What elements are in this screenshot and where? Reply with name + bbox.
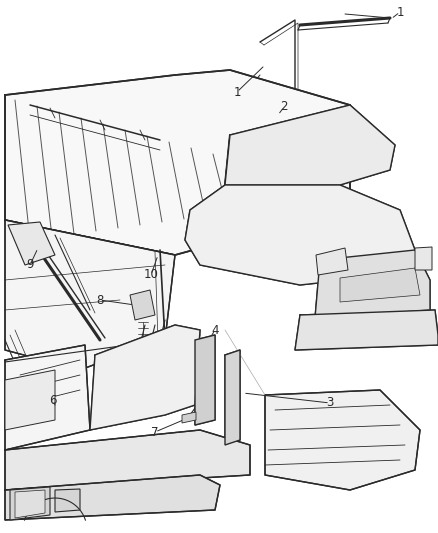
Polygon shape bbox=[182, 412, 196, 423]
Text: 3: 3 bbox=[326, 397, 334, 409]
Polygon shape bbox=[90, 325, 200, 430]
Polygon shape bbox=[185, 185, 415, 285]
Polygon shape bbox=[265, 390, 420, 490]
Polygon shape bbox=[295, 310, 438, 350]
Polygon shape bbox=[15, 490, 45, 518]
Polygon shape bbox=[225, 350, 240, 445]
Polygon shape bbox=[55, 489, 80, 512]
Polygon shape bbox=[130, 290, 155, 320]
Polygon shape bbox=[5, 345, 90, 450]
Text: 9: 9 bbox=[26, 259, 34, 271]
Polygon shape bbox=[225, 105, 395, 185]
Text: 7: 7 bbox=[151, 425, 159, 439]
Polygon shape bbox=[5, 370, 55, 430]
Polygon shape bbox=[8, 222, 55, 265]
Text: 8: 8 bbox=[96, 294, 104, 306]
Polygon shape bbox=[316, 248, 348, 275]
Text: 2: 2 bbox=[280, 101, 288, 114]
Polygon shape bbox=[340, 268, 420, 302]
Polygon shape bbox=[5, 220, 175, 370]
Text: 4: 4 bbox=[211, 324, 219, 336]
Text: 6: 6 bbox=[49, 393, 57, 407]
Text: 10: 10 bbox=[144, 269, 159, 281]
Polygon shape bbox=[5, 475, 220, 520]
Text: 1: 1 bbox=[233, 85, 241, 99]
Polygon shape bbox=[5, 430, 250, 490]
Polygon shape bbox=[10, 487, 50, 520]
Polygon shape bbox=[195, 335, 215, 425]
Polygon shape bbox=[5, 70, 350, 255]
Text: 1: 1 bbox=[396, 5, 404, 19]
Polygon shape bbox=[415, 247, 432, 270]
Polygon shape bbox=[315, 250, 430, 318]
